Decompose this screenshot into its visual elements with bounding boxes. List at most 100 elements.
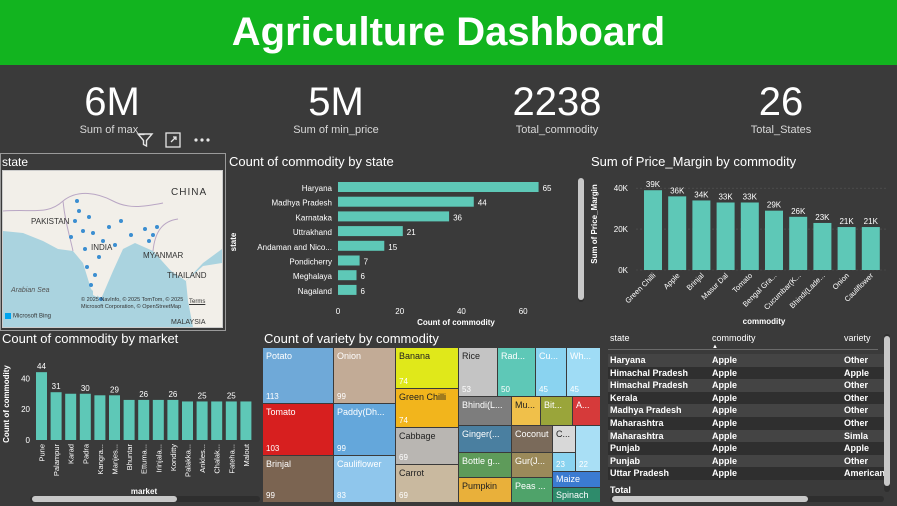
col-header-variety[interactable]: variety — [844, 333, 871, 343]
bar[interactable] — [813, 222, 832, 270]
treemap-cell[interactable]: Potato 113 — [263, 348, 333, 403]
bar[interactable] — [692, 200, 711, 270]
col-header-state[interactable]: state — [610, 333, 630, 343]
bar[interactable] — [765, 210, 783, 270]
table-row[interactable]: Maharashtra Apple Simla — [608, 429, 886, 443]
table-vertical-scrollbar[interactable] — [884, 334, 890, 492]
treemap-cell[interactable]: Bottle g... — [459, 453, 511, 477]
kpi-card-total-states[interactable]: 26 Total_States — [691, 80, 871, 136]
map-terms-link[interactable]: Terms — [189, 299, 206, 305]
bar[interactable] — [79, 393, 91, 440]
table-row[interactable]: Uttar Pradesh Apple American — [608, 467, 886, 480]
treemap-cell[interactable]: Bhindi(L... — [459, 397, 511, 425]
treemap-cell[interactable]: Cauliflower 83 — [334, 456, 395, 502]
table-row[interactable]: Punjab Apple Other — [608, 454, 886, 468]
treemap-cell[interactable]: Brinjal 99 — [263, 456, 333, 502]
bar[interactable] — [338, 196, 474, 207]
bar[interactable] — [167, 399, 179, 440]
treemap-cell[interactable]: Coconut — [512, 426, 552, 452]
table-cell: Other — [844, 392, 869, 403]
margin-bar-chart[interactable]: 0K 20K 40K 39K Green Chilli 36K Apple 34K Brinja… — [588, 172, 894, 330]
treemap-cell[interactable]: Banana 74 — [396, 348, 458, 388]
bar[interactable] — [94, 395, 106, 440]
table-row[interactable]: Punjab Apple Apple — [608, 442, 886, 455]
scrollbar-thumb[interactable] — [884, 336, 890, 486]
bar[interactable] — [837, 227, 856, 270]
scrollbar-thumb[interactable] — [578, 178, 584, 300]
bar[interactable] — [123, 399, 135, 440]
bar[interactable] — [789, 216, 808, 270]
bar[interactable] — [109, 395, 120, 440]
variety-treemap[interactable]: Potato 113 Tomato 103 Brinjal 99 Onion 99 Pa… — [263, 348, 600, 502]
bar[interactable] — [182, 401, 193, 440]
bar[interactable] — [740, 202, 759, 271]
treemap-cell[interactable]: Tomato 103 — [263, 404, 333, 455]
treemap-cell[interactable]: Maize — [553, 472, 600, 487]
treemap-cell[interactable]: Ginger(... — [459, 426, 511, 452]
bar[interactable] — [338, 211, 450, 222]
treemap-cell[interactable]: Bit... — [541, 397, 572, 425]
bar[interactable] — [211, 401, 223, 440]
bar[interactable] — [338, 284, 357, 295]
treemap-cell[interactable]: Cu... 45 — [536, 348, 566, 396]
table-row[interactable]: Kerala Apple Other — [608, 391, 886, 405]
focus-mode-icon[interactable] — [164, 131, 182, 154]
table-horizontal-scrollbar[interactable] — [610, 496, 884, 502]
state-bar-chart[interactable]: Haryana 65 Madhya Pradesh 44 Karnataka 36 Uttr… — [224, 172, 586, 332]
bar[interactable] — [50, 392, 62, 440]
detail-table[interactable]: state commodity ▲ variety Haryana Apple Ot… — [608, 333, 886, 503]
sort-ascending-icon: ▲ — [712, 344, 718, 350]
bar[interactable] — [668, 196, 687, 270]
treemap-cell[interactable]: Spinach — [553, 488, 600, 502]
treemap-cell[interactable]: 22 — [576, 426, 600, 471]
more-options-icon[interactable] — [192, 131, 212, 154]
treemap-cell[interactable]: Gur(J... — [512, 453, 552, 477]
market-bar-chart[interactable]: 0 20 40 44 Pune 31 Palampur Karad 30 Padra Kangra.… — [0, 350, 262, 496]
bar[interactable] — [338, 270, 357, 281]
bar[interactable] — [338, 240, 385, 251]
bar[interactable] — [152, 399, 164, 440]
treemap-cell[interactable]: Onion 99 — [334, 348, 395, 403]
treemap-cell[interactable]: Rad... 50 — [498, 348, 535, 396]
bar[interactable] — [338, 226, 403, 237]
treemap-cell[interactable]: Pumpkin — [459, 478, 511, 502]
treemap-cell[interactable]: Green Chilli 74 — [396, 389, 458, 427]
bar[interactable] — [861, 227, 880, 270]
bar[interactable] — [36, 372, 47, 440]
treemap-cell[interactable]: Cabbage 69 — [396, 428, 458, 464]
treemap-cell[interactable]: Peas ... — [512, 478, 552, 502]
treemap-cell[interactable]: C... — [553, 426, 575, 452]
bar[interactable] — [196, 401, 208, 440]
treemap-cell[interactable]: Paddy(Dh... 99 — [334, 404, 395, 455]
table-row[interactable]: Haryana Apple Other — [608, 354, 886, 367]
bar[interactable] — [240, 401, 252, 440]
treemap-cell[interactable]: Wh... 45 — [567, 348, 600, 396]
treemap-cell[interactable]: Rice 53 — [459, 348, 497, 396]
col-header-commodity[interactable]: commodity — [712, 333, 756, 343]
table-row[interactable]: Himachal Pradesh Apple Other — [608, 379, 886, 392]
bar[interactable] — [338, 255, 360, 266]
treemap-cell[interactable]: A... — [573, 397, 600, 425]
treemap-cell[interactable]: Mu... — [512, 397, 540, 425]
table-row[interactable]: Madhya Pradesh Apple Other — [608, 404, 886, 417]
filter-icon[interactable] — [136, 131, 154, 154]
scrollbar-thumb[interactable] — [612, 496, 808, 502]
market-chart-scrollbar[interactable] — [30, 496, 260, 502]
bar[interactable] — [225, 401, 237, 440]
bar[interactable] — [338, 182, 539, 192]
kpi-card-min-price[interactable]: 5M Sum of min_price — [246, 80, 426, 136]
bar[interactable] — [644, 190, 662, 270]
kpi-card-total-commodity[interactable]: 2238 Total_commodity — [467, 80, 647, 136]
treemap-cell[interactable]: Carrot 69 — [396, 465, 458, 502]
treemap-cell[interactable]: 23 — [553, 453, 575, 471]
kpi-card-max[interactable]: 6M Sum of max_ — [22, 80, 202, 136]
bar[interactable] — [716, 202, 735, 271]
table-row[interactable]: Maharashtra Apple Other — [608, 417, 886, 430]
scrollbar-thumb[interactable] — [32, 496, 177, 502]
data-label: 26K — [791, 207, 806, 216]
table-row[interactable]: Himachal Pradesh Apple Apple — [608, 366, 886, 380]
state-map[interactable]: CHINA PAKISTAN INDIA MYANMAR THAILAND MA… — [2, 170, 223, 328]
bar[interactable] — [65, 393, 77, 440]
bar[interactable] — [138, 399, 150, 440]
state-chart-scrollbar[interactable] — [578, 178, 584, 302]
